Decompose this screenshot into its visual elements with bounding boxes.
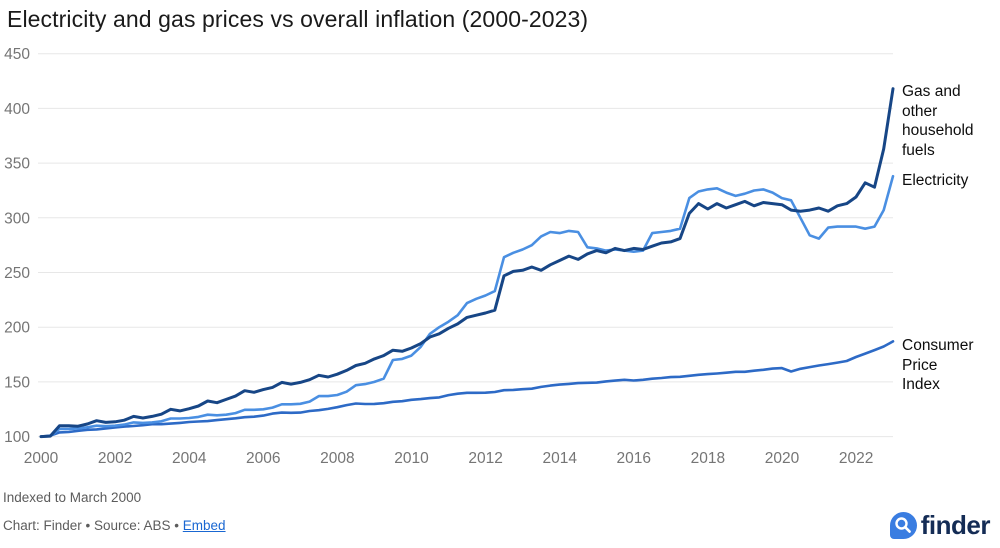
series-label-line: Consumer: [902, 337, 974, 354]
y-axis-tick-label: 100: [4, 429, 30, 446]
series-label-electricity: Electricity: [902, 171, 997, 191]
x-axis-tick-label: 2022: [839, 450, 873, 467]
series-label-line: household: [902, 122, 974, 139]
embed-link[interactable]: Embed: [182, 518, 226, 533]
magnifier-icon: [889, 512, 917, 539]
line-consumer-price-index: [39, 340, 895, 438]
series-label-line: fuels: [902, 141, 935, 159]
y-axis-tick-label: 250: [4, 265, 30, 282]
chart-title: Electricity and gas prices vs overall in…: [7, 6, 589, 32]
series-label-gas: Gas and other household fuels: [902, 82, 997, 160]
y-axis-tick-label: 450: [4, 46, 30, 63]
series-label-line: Index: [902, 376, 940, 393]
x-axis-tick-label: 2010: [394, 450, 429, 467]
line-electricity: [39, 174, 895, 438]
series-label-cpi: Consumer Price Index: [902, 336, 997, 395]
y-axis-tick-label: 400: [4, 101, 30, 118]
y-axis-tick-label: 150: [4, 374, 30, 391]
series-label-line: Gas and: [902, 83, 961, 100]
x-axis-tick-label: 2004: [172, 450, 207, 467]
x-axis-tick-label: 2008: [320, 450, 354, 467]
x-axis-tick-label: 2020: [765, 450, 800, 467]
x-axis-tick-label: 2014: [542, 450, 577, 467]
x-axis-tick-label: 2016: [617, 450, 651, 467]
x-axis-tick-label: 2018: [691, 450, 725, 467]
finder-logo-text: finder: [920, 510, 991, 540]
series-label-line: other: [902, 102, 938, 120]
finder-logo[interactable]: finder: [889, 510, 991, 541]
series-label-line: Price: [902, 356, 938, 374]
line-gas-and-other-household-fuels: [39, 87, 895, 439]
x-axis-tick-label: 2000: [24, 450, 59, 467]
source-credit: Chart: Finder • Source: ABS • Embed: [3, 518, 226, 533]
x-axis-tick-label: 2002: [98, 450, 132, 467]
series-label-line: Electricity: [902, 172, 969, 189]
x-axis-tick-label: 2006: [246, 450, 280, 467]
index-note: Indexed to March 2000: [3, 490, 142, 505]
credit-text: Chart: Finder • Source: ABS •: [3, 518, 183, 533]
y-axis-tick-label: 300: [4, 210, 30, 227]
y-axis-tick-label: 350: [4, 156, 30, 173]
y-axis-tick-label: 200: [4, 320, 30, 337]
x-axis-tick-label: 2012: [468, 450, 502, 467]
